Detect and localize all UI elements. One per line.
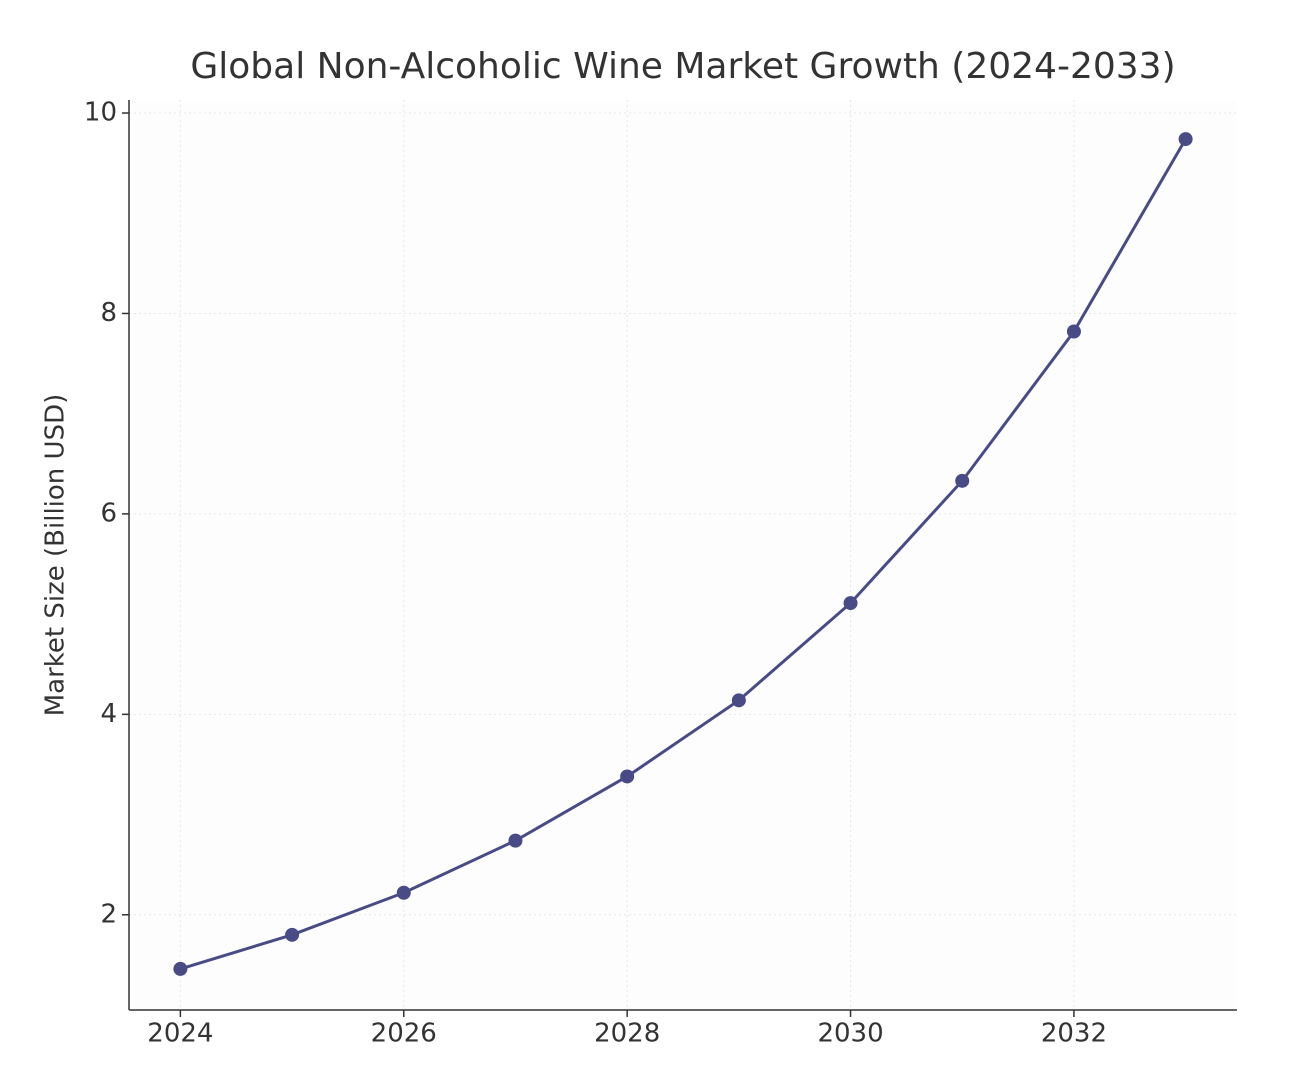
x-tick-label: 2028 [594,1019,660,1049]
y-tick-label: 8 [100,298,117,328]
x-tick-label: 2032 [1041,1019,1107,1049]
y-tick-label: 2 [100,899,117,929]
marker [173,961,188,976]
marker [396,885,411,900]
x-tick-label: 2030 [817,1019,883,1049]
line [179,138,1187,971]
marker [955,473,970,488]
marker [1066,324,1081,339]
marker [843,596,858,611]
chart-title: Global Non-Alcoholic Wine Market Growth … [190,46,1175,87]
y-tick-label: 10 [84,98,117,128]
marker [1178,132,1193,147]
y-tick-label: 6 [100,498,117,528]
y-tick-label: 4 [100,699,117,729]
marker [508,833,523,848]
x-tick-label: 2024 [147,1019,213,1049]
y-axis-label: Market Size (Billion USD) [41,394,71,717]
marker [731,693,746,708]
plot-area [129,100,1237,1010]
x-tick-label: 2026 [371,1019,437,1049]
marker [285,927,300,942]
marker [620,769,635,784]
